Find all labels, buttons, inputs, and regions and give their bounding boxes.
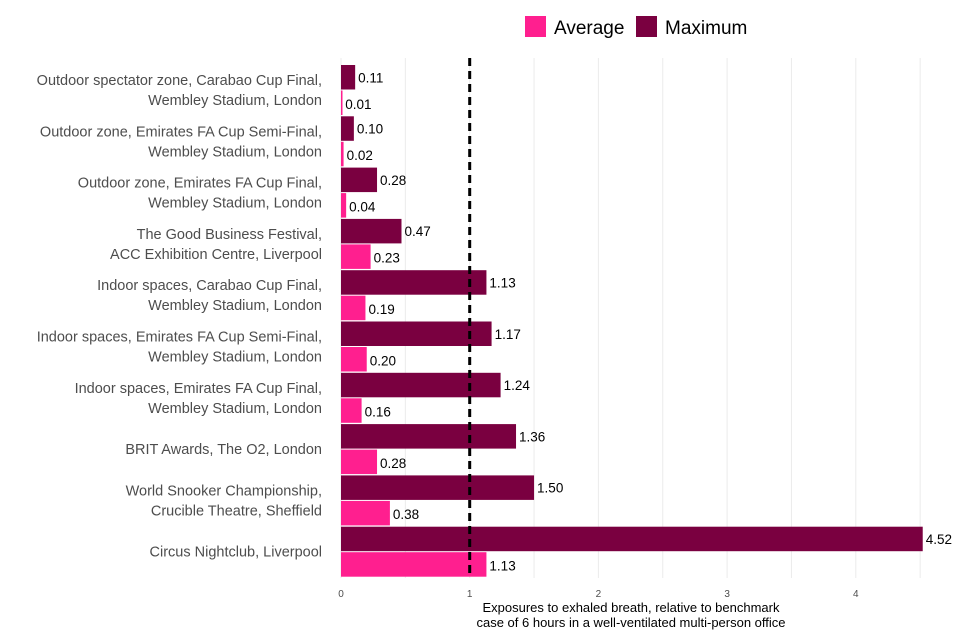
bar-average	[341, 141, 344, 167]
bar-average	[341, 347, 367, 372]
x-tick-label: 0	[338, 589, 344, 600]
bar-maximum	[341, 167, 378, 193]
x-tick-label: 3	[724, 589, 730, 600]
legend: Average Maximum	[525, 16, 747, 39]
legend-label: Average	[554, 18, 624, 39]
bar-maximum	[341, 116, 354, 141]
bar-average	[341, 244, 371, 269]
bar-maximum	[341, 321, 492, 346]
category-label: Wembley Stadium, London	[148, 298, 322, 314]
category-label: Wembley Stadium, London	[148, 196, 322, 212]
category-label: Outdoor zone, Emirates FA Cup Final,	[78, 176, 322, 192]
legend-label: Maximum	[665, 18, 747, 39]
value-label-maximum: 1.24	[504, 378, 531, 393]
bar-average	[341, 295, 366, 321]
category-label: Outdoor zone, Emirates FA Cup Semi-Final…	[40, 124, 322, 140]
bar-maximum	[341, 65, 356, 90]
x-axis-title-line: Exposures to exhaled breath, relative to…	[482, 600, 780, 615]
category-label: Wembley Stadium, London	[148, 350, 322, 366]
value-label-maximum: 1.50	[537, 481, 563, 496]
bar-maximum	[341, 526, 923, 552]
category-label: BRIT Awards, The O2, London	[125, 442, 322, 458]
category-label: World Snooker Championship,	[126, 483, 322, 499]
value-label-maximum: 0.47	[404, 224, 430, 239]
bar-maximum	[341, 372, 501, 398]
legend-swatch	[525, 16, 546, 37]
bar-average	[341, 398, 362, 423]
x-axis-title-line: case of 6 hours in a well-ventilated mul…	[476, 615, 785, 630]
x-tick-label: 1	[467, 589, 473, 600]
value-label-average: 1.13	[489, 558, 515, 573]
category-label: The Good Business Festival,	[137, 227, 322, 243]
bar-maximum	[341, 270, 487, 295]
bar-average	[341, 193, 347, 218]
value-label-average: 0.20	[370, 353, 396, 368]
bar-maximum	[341, 424, 517, 449]
value-label-maximum: 1.17	[495, 327, 521, 342]
x-tick-label: 2	[596, 589, 602, 600]
bar-maximum	[341, 475, 535, 500]
category-label: ACC Exhibition Centre, Liverpool	[110, 247, 322, 263]
x-tick-label: 4	[853, 589, 859, 600]
category-label: Crucible Theatre, Sheffield	[151, 503, 322, 519]
value-label-maximum: 0.10	[357, 122, 383, 137]
value-label-average: 0.04	[349, 199, 376, 214]
legend-swatch	[636, 16, 657, 37]
value-label-maximum: 1.13	[489, 275, 515, 290]
category-label: Indoor spaces, Emirates FA Cup Final,	[75, 381, 322, 397]
value-label-average: 0.02	[347, 148, 373, 163]
value-label-average: 0.01	[345, 97, 371, 112]
x-axis-title: Exposures to exhaled breath, relative to…	[476, 600, 785, 630]
category-label: Wembley Stadium, London	[148, 401, 322, 417]
value-label-average: 0.38	[393, 507, 419, 522]
bar-average	[341, 500, 390, 526]
bars-group: 0.11 0.01 0.10 0.02 0.28 0.04 0.47 0.23 1.13 0.19…	[341, 65, 952, 577]
category-label: Indoor spaces, Emirates FA Cup Semi-Fina…	[37, 330, 322, 346]
value-label-average: 0.16	[365, 405, 391, 420]
bar-average	[341, 552, 487, 577]
value-label-average: 0.23	[374, 251, 400, 266]
value-label-average: 0.19	[368, 302, 394, 317]
x-tick-labels: 0 1 2 3 4	[338, 589, 859, 600]
bar-average	[341, 449, 378, 475]
category-labels: Outdoor spectator zone, Carabao Cup Fina…	[37, 73, 322, 561]
value-label-maximum: 4.52	[926, 532, 952, 547]
bar-average	[341, 90, 343, 115]
category-label: Circus Nightclub, Liverpool	[150, 545, 322, 561]
value-label-maximum: 1.36	[519, 429, 545, 444]
category-label: Indoor spaces, Carabao Cup Final,	[97, 278, 322, 294]
value-label-maximum: 0.11	[358, 70, 383, 85]
category-label: Outdoor spectator zone, Carabao Cup Fina…	[37, 73, 322, 89]
value-label-maximum: 0.28	[380, 173, 406, 188]
category-label: Wembley Stadium, London	[148, 93, 322, 109]
bar-maximum	[341, 218, 402, 244]
category-label: Wembley Stadium, London	[148, 144, 322, 160]
value-label-average: 0.28	[380, 456, 406, 471]
grid-lines	[340, 58, 921, 578]
